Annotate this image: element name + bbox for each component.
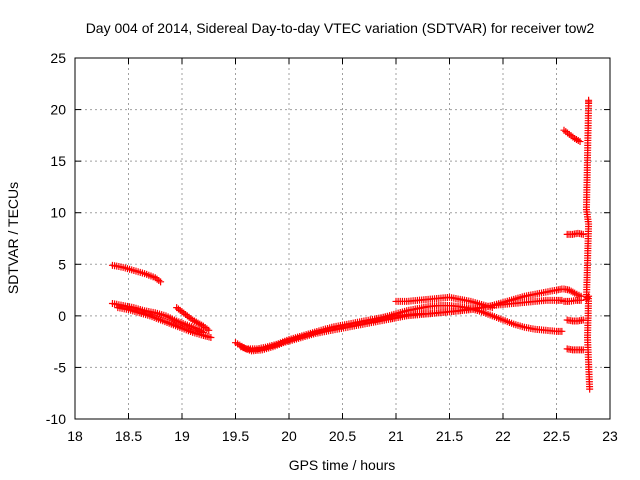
chart-title: Day 004 of 2014, Sidereal Day-to-day VTE… bbox=[86, 20, 595, 36]
x-tick-label: 19.5 bbox=[222, 428, 249, 444]
data-point bbox=[576, 138, 584, 146]
x-axis-ticks: 18 18.5 19 19.5 20 20.5 21 21.5 22 22.5 23 bbox=[67, 58, 618, 444]
y-tick-label: 5 bbox=[58, 256, 66, 272]
x-tick-label: 22 bbox=[495, 428, 511, 444]
series-arc-g bbox=[371, 302, 566, 335]
series-arc-c bbox=[114, 304, 215, 342]
data-points bbox=[108, 96, 594, 393]
y-axis-ticks: -10 -5 0 5 10 15 20 25 bbox=[46, 50, 610, 427]
y-tick-label: 15 bbox=[50, 153, 66, 169]
series-arc-k bbox=[563, 316, 587, 325]
x-tick-label: 23 bbox=[602, 428, 618, 444]
y-tick-label: 25 bbox=[50, 50, 66, 66]
series-arc-d bbox=[173, 304, 213, 334]
series-arc-b bbox=[108, 299, 207, 336]
data-point bbox=[488, 304, 496, 312]
data-point bbox=[586, 385, 594, 393]
series-arc-a bbox=[108, 261, 165, 286]
series-scatter-right bbox=[582, 96, 594, 393]
data-point bbox=[558, 327, 566, 335]
x-axis-label: GPS time / hours bbox=[289, 457, 396, 473]
x-tick-label: 21.5 bbox=[436, 428, 463, 444]
data-point bbox=[207, 334, 215, 342]
x-tick-label: 20.5 bbox=[329, 428, 356, 444]
series-arc-h bbox=[392, 293, 496, 312]
y-tick-label: 20 bbox=[50, 102, 66, 118]
x-tick-label: 21 bbox=[388, 428, 404, 444]
x-tick-label: 18.5 bbox=[115, 428, 142, 444]
data-point bbox=[157, 278, 165, 286]
series-arc-i bbox=[563, 229, 587, 238]
x-tick-label: 19 bbox=[174, 428, 190, 444]
data-point bbox=[205, 326, 213, 334]
y-tick-label: -5 bbox=[54, 359, 67, 375]
series-arc-l bbox=[563, 345, 587, 354]
y-axis-label: SDTVAR / TECUs bbox=[5, 182, 21, 294]
series-arc-m bbox=[560, 285, 585, 300]
y-tick-label: 10 bbox=[50, 205, 66, 221]
series-arc-j bbox=[560, 126, 584, 146]
x-tick-label: 22.5 bbox=[543, 428, 570, 444]
y-tick-label: 0 bbox=[58, 308, 66, 324]
x-tick-label: 18 bbox=[67, 428, 83, 444]
grid-lines bbox=[75, 58, 610, 419]
series-arc-f bbox=[237, 296, 566, 355]
data-point bbox=[584, 294, 592, 302]
data-point bbox=[577, 296, 585, 304]
x-tick-label: 20 bbox=[281, 428, 297, 444]
series-arc-n bbox=[560, 296, 585, 305]
y-tick-label: -10 bbox=[46, 411, 66, 427]
